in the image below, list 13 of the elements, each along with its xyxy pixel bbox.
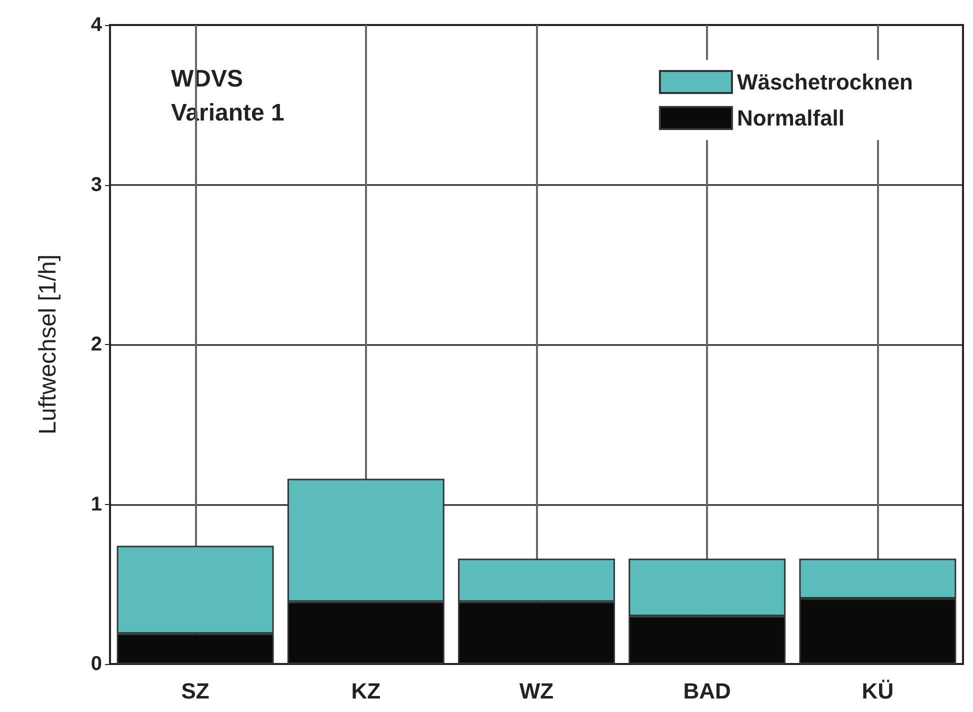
y-axis-title: Luftwechsel [1/h] [34, 254, 62, 435]
x-tick-label: KÜ [862, 678, 894, 704]
x-tick-label: KZ [351, 678, 381, 704]
y-tick-label: 0 [90, 653, 102, 675]
x-tick-label: SZ [181, 678, 210, 704]
y-tick-label: 4 [90, 14, 103, 36]
legend-label: Wäschetrocknen [736, 70, 914, 94]
x-tick-label: BAD [683, 678, 731, 704]
y-tick-label: 2 [90, 334, 102, 356]
y-tick-label: 1 [90, 493, 102, 516]
legend-label: Normalfall [736, 106, 845, 130]
x-tick-label: WZ [519, 678, 554, 704]
y-tick-label: 3 [90, 174, 102, 196]
